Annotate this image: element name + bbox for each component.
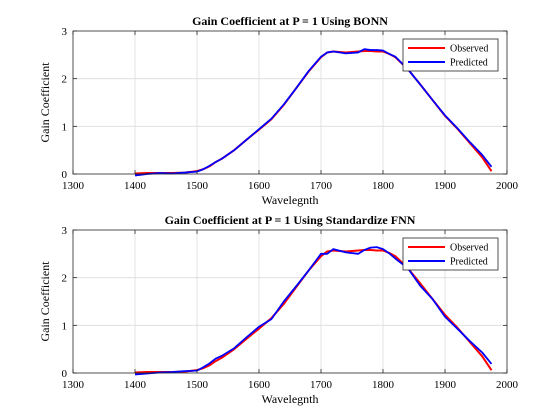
x-tick-label: 1800 [372, 180, 395, 192]
legend-label-predicted: Predicted [450, 58, 488, 69]
y-tick-label: 1 [62, 121, 68, 133]
series-line-predicted [134, 48, 493, 177]
legend-label-observed: Observed [450, 44, 488, 55]
y-tick-label: 0 [62, 368, 68, 380]
legend: Observed Predicted [402, 237, 499, 271]
y-tick-label: 3 [62, 26, 68, 38]
y-tick-label: 3 [62, 225, 68, 237]
legend-label-predicted: Predicted [450, 257, 488, 268]
chart-1: 1300 1400 1500 1600 1700 1800 1900 2000 0 1 2 3 Gain… [38, 14, 519, 207]
x-tick-label: 2000 [496, 180, 519, 192]
x-tick-label: 1900 [434, 180, 457, 192]
chart-title: Gain Coefficient at P = 1 Using Standard… [165, 213, 416, 227]
chart-title: Gain Coefficient at P = 1 Using BONN [192, 14, 388, 28]
x-tick-label: 1600 [248, 180, 271, 192]
legend-label-observed: Observed [450, 243, 488, 254]
legend: Observed Predicted [402, 38, 499, 72]
y-axis-label: Gain Coefficient [38, 62, 52, 143]
x-tick-label: 1700 [310, 180, 333, 192]
x-tick-label: 1400 [124, 180, 147, 192]
y-tick-label: 1 [62, 320, 68, 332]
x-axis-label: Wavelegnth [261, 193, 318, 207]
x-tick-label: 1900 [434, 379, 457, 391]
x-tick-label: 1800 [372, 379, 395, 391]
chart-2: 1300 1400 1500 1600 1700 1800 1900 2000 0 1 2 3 Gain… [38, 213, 519, 406]
x-tick-label: 1600 [248, 379, 271, 391]
y-tick-label: 0 [62, 169, 68, 181]
axes-box [72, 229, 508, 374]
legend-box [402, 38, 499, 72]
x-tick-label: 1500 [186, 379, 209, 391]
x-tick-label: 1700 [310, 379, 333, 391]
series-line-predicted [134, 246, 493, 376]
x-tick-label: 1300 [62, 180, 85, 192]
y-tick-label: 2 [62, 273, 68, 285]
x-tick-label: 1400 [124, 379, 147, 391]
x-tick-label: 1500 [186, 180, 209, 192]
y-axis-label: Gain Coefficient [38, 261, 52, 342]
x-tick-label: 2000 [496, 379, 519, 391]
y-tick-label: 2 [62, 74, 68, 86]
x-tick-label: 1300 [62, 379, 85, 391]
legend-box [402, 237, 499, 271]
x-axis-label: Wavelegnth [261, 392, 318, 406]
axes-box [72, 30, 508, 175]
